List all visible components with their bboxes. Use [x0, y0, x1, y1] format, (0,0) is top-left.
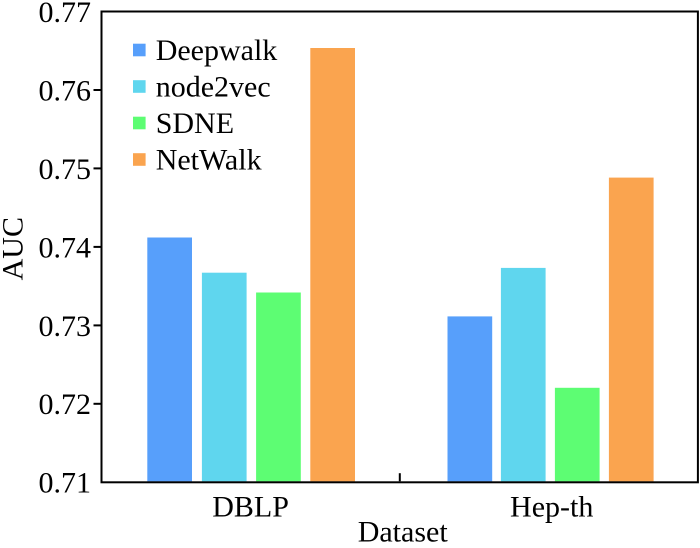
svg-text:DBLP: DBLP: [212, 490, 289, 523]
svg-text:0.72: 0.72: [39, 388, 92, 421]
svg-text:AUC: AUC: [0, 217, 30, 280]
svg-text:0.76: 0.76: [39, 74, 92, 107]
svg-text:0.75: 0.75: [39, 153, 92, 186]
svg-text:0.74: 0.74: [39, 231, 92, 264]
svg-text:0.77: 0.77: [39, 0, 92, 29]
svg-text:node2vec: node2vec: [156, 70, 271, 103]
svg-text:Deepwalk: Deepwalk: [156, 34, 278, 67]
svg-text:0.71: 0.71: [39, 467, 92, 500]
svg-text:SDNE: SDNE: [156, 107, 234, 140]
svg-text:0.73: 0.73: [39, 310, 92, 343]
svg-text:Dataset: Dataset: [358, 516, 449, 544]
svg-text:Hep-th: Hep-th: [510, 490, 593, 523]
svg-text:NetWalk: NetWalk: [156, 143, 262, 176]
